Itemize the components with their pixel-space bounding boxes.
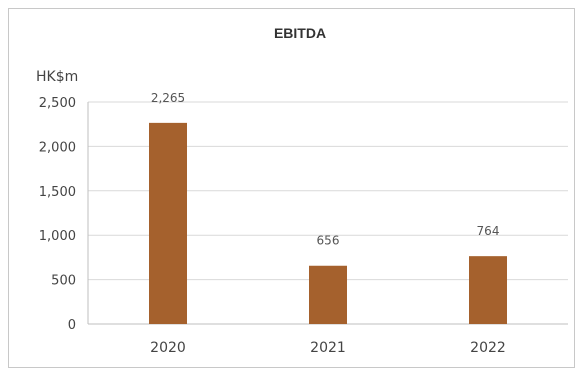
data-label-2022: 764 <box>477 224 500 238</box>
y-tick-label: 2,500 <box>39 96 76 111</box>
y-tick-label: 1,000 <box>39 229 76 244</box>
y-tick-label: 2,000 <box>39 140 76 155</box>
x-tick-label: 2020 <box>150 340 186 356</box>
x-tick-label: 2021 <box>310 340 346 356</box>
bar-2022 <box>469 256 507 324</box>
ebitda-chart: EBITDA HK$m 0 500 1,000 1,500 2,000 2,500 2,26… <box>36 25 568 356</box>
data-label-2020: 2,265 <box>151 91 185 105</box>
y-axis-unit-label: HK$m <box>36 69 78 85</box>
chart-title: EBITDA <box>274 25 326 41</box>
y-tick-label: 0 <box>68 318 76 333</box>
y-tick-label: 500 <box>51 274 76 289</box>
y-tick-label: 1,500 <box>39 185 76 200</box>
data-label-2021: 656 <box>317 234 340 248</box>
bar-2020 <box>149 122 187 324</box>
x-tick-label: 2022 <box>470 340 506 356</box>
bar-2021 <box>309 265 347 324</box>
